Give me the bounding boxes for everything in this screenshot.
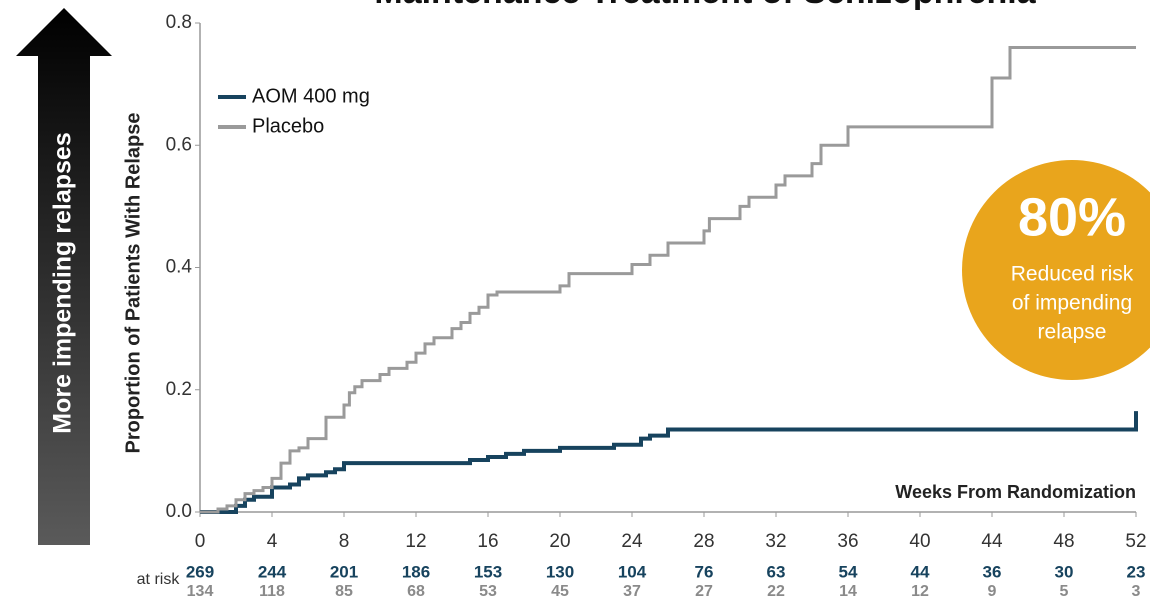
at-risk-value: 44 [911, 562, 930, 581]
x-tick-label: 40 [909, 531, 930, 552]
badge-headline: 80% [1018, 187, 1126, 247]
at-risk-value: 53 [479, 583, 497, 600]
x-tick-label: 20 [549, 531, 570, 552]
y-tick-label: 0.8 [166, 12, 192, 33]
x-tick-label: 52 [1125, 531, 1146, 552]
at-risk-value: 134 [187, 583, 214, 600]
at-risk-value: 104 [618, 562, 647, 581]
at-risk-value: 37 [623, 583, 641, 600]
x-tick-label: 36 [837, 531, 858, 552]
at-risk-value: 9 [988, 583, 997, 600]
x-tick-label: 24 [621, 531, 643, 552]
x-tick-label: 16 [477, 531, 498, 552]
badge [962, 160, 1150, 380]
km-line [200, 45, 1136, 514]
at-risk-value: 153 [474, 562, 502, 581]
at-risk-value: 36 [983, 562, 1002, 581]
legend-label: Placebo [252, 115, 324, 137]
legend-label: AOM 400 mg [252, 85, 370, 107]
at-risk-value: 63 [767, 562, 786, 581]
badge-text: Reduced risk [1011, 263, 1134, 286]
badge-text: of impending [1012, 292, 1132, 315]
y-tick-label: 0.6 [166, 134, 192, 155]
x-tick-label: 48 [1053, 531, 1074, 552]
badge-text: relapse [1038, 321, 1107, 344]
arrow-label: More impending relapses [49, 132, 77, 433]
x-tick-label: 12 [405, 531, 426, 552]
at-risk-value: 76 [695, 562, 714, 581]
chart-title: Maintenance Treatment of Schizophrenia [374, 0, 1036, 11]
at-risk-value: 23 [1127, 562, 1146, 581]
at-risk-value: 201 [330, 562, 358, 581]
at-risk-value: 244 [258, 562, 287, 581]
at-risk-value: 22 [767, 583, 785, 600]
y-tick-label: 0.2 [166, 379, 192, 400]
at-risk-value: 68 [407, 583, 425, 600]
x-tick-label: 32 [765, 531, 786, 552]
at-risk-value: 118 [259, 583, 285, 600]
at-risk-value: 30 [1055, 562, 1074, 581]
at-risk-value: 12 [911, 583, 929, 600]
at-risk-value: 85 [335, 583, 353, 600]
at-risk-value: 130 [546, 562, 574, 581]
x-tick-label: 28 [693, 531, 714, 552]
km-line [200, 411, 1138, 514]
at-risk-value: 14 [839, 583, 857, 600]
at-risk-value: 186 [402, 562, 430, 581]
x-tick-label: 44 [981, 531, 1003, 552]
at-risk-value: 45 [551, 583, 569, 600]
at-risk-value: 3 [1132, 583, 1141, 600]
y-tick-label: 0.4 [166, 257, 193, 278]
at-risk-value: 5 [1060, 583, 1069, 600]
at-risk-value: 27 [695, 583, 713, 600]
x-tick-label: 4 [267, 531, 278, 552]
at-risk-value: 269 [186, 562, 214, 581]
x-label: Weeks From Randomization [895, 482, 1136, 502]
x-tick-label: 8 [339, 531, 350, 552]
x-tick-label: 0 [195, 531, 206, 552]
arrow [16, 8, 112, 545]
y-label: Proportion of Patients With Relapse [122, 113, 144, 454]
at-risk-label: at risk [137, 571, 181, 588]
at-risk-value: 54 [839, 562, 858, 581]
y-tick-label: 0.0 [166, 501, 192, 522]
